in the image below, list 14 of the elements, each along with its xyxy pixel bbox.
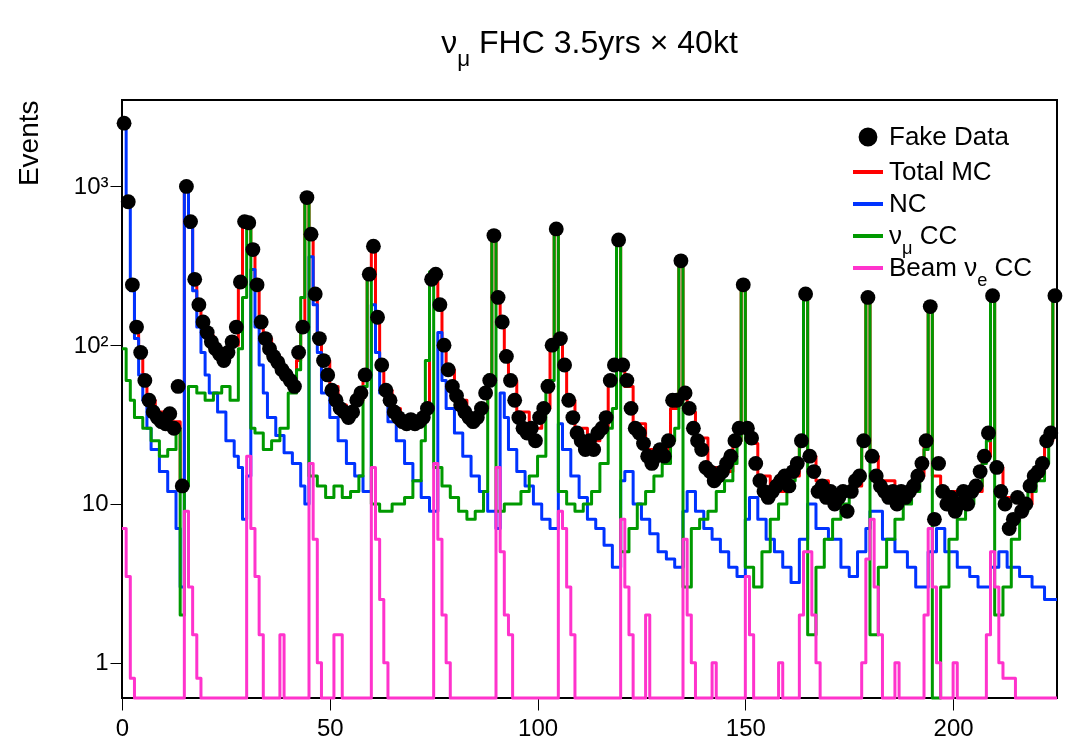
x-tick-label: 50 [316, 713, 344, 741]
y-tick-label: 10² [73, 330, 109, 358]
legend-label: Total MC [889, 156, 992, 186]
x-tick-label: 0 [115, 713, 130, 741]
y-tick-label: 1 [95, 648, 109, 676]
legend-label: Fake Data [889, 121, 1010, 151]
chart-title: ν$_{μ}$ FHC 3.5yrs × 40kt [441, 24, 738, 71]
x-tick-label: 150 [725, 713, 766, 741]
legend-label: NC [889, 188, 927, 218]
y-tick-label: 10 [81, 489, 109, 517]
y-axis-title: Events [12, 100, 44, 187]
y-tick-label: 10³ [73, 171, 109, 199]
x-tick-label: 100 [518, 713, 559, 741]
x-tick-label: 200 [933, 713, 974, 741]
